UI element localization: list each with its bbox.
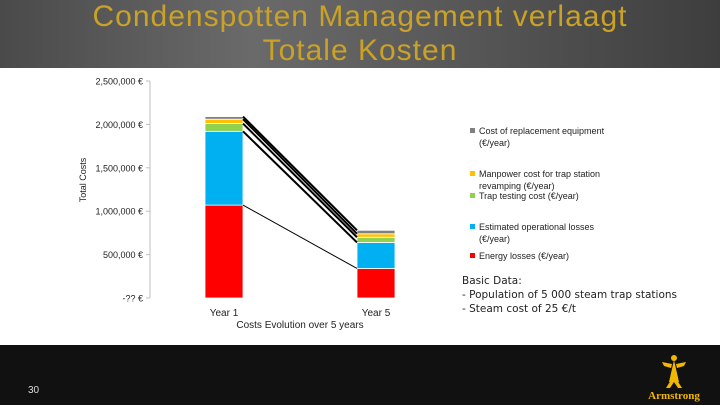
legend-label: Cost of replacement equipment (€/year) bbox=[479, 126, 605, 148]
x-axis-title: Costs Evolution over 5 years bbox=[236, 320, 363, 331]
y-tick-label: 2,000,000 € bbox=[95, 120, 143, 130]
legend-label: Energy losses (€/year) bbox=[479, 251, 569, 261]
legend-swatch bbox=[470, 171, 475, 176]
bar-segment bbox=[204, 204, 244, 299]
basic-data-heading: Basic Data: bbox=[462, 275, 522, 287]
bar-segment bbox=[204, 116, 244, 120]
legend-swatch bbox=[470, 193, 475, 198]
title-banner bbox=[0, 0, 720, 68]
y-tick-label: 500,000 € bbox=[103, 250, 143, 260]
legend-label: Estimated operational losses (€/year) bbox=[479, 222, 595, 244]
x-category-label: Year 5 bbox=[362, 308, 391, 319]
slide-title-line-1: Condenspotten Management verlaagt bbox=[92, 0, 628, 33]
series-connector-line bbox=[242, 130, 358, 244]
y-tick-label: 1,500,000 € bbox=[95, 163, 143, 173]
bar-segment bbox=[356, 236, 396, 243]
series-connector-line bbox=[242, 118, 358, 235]
legend-swatch bbox=[470, 128, 475, 133]
slide-title: Condenspotten Management verlaagt Totale… bbox=[0, 0, 720, 68]
slide-title-line-2: Totale Kosten bbox=[262, 34, 458, 67]
x-category-label: Year 1 bbox=[210, 308, 239, 319]
series-connector-line bbox=[242, 204, 358, 269]
basic-data-note: Basic Data: - Population of 5 000 steam … bbox=[462, 274, 712, 316]
bar-segment bbox=[204, 123, 244, 132]
y-tick-label: 1,000,000 € bbox=[95, 207, 143, 217]
legend-label: Manpower cost for trap station revamping … bbox=[479, 169, 600, 191]
bar-segment bbox=[356, 233, 396, 238]
armstrong-logo: Armstrong bbox=[648, 355, 700, 402]
svg-text:Armstrong: Armstrong bbox=[648, 390, 700, 402]
legend-swatch bbox=[470, 253, 475, 258]
series-connector-line bbox=[242, 115, 358, 232]
bar-segment bbox=[356, 242, 396, 269]
y-axis-title: Total Costs bbox=[78, 157, 88, 202]
footer-bar bbox=[0, 345, 720, 405]
series-connector-line bbox=[242, 122, 358, 238]
y-tick-label: 2,500,000 € bbox=[95, 77, 143, 87]
y-tick-label: -?? € bbox=[122, 294, 143, 304]
bar-segment bbox=[356, 268, 396, 299]
bar-segment bbox=[356, 229, 396, 235]
basic-data-line: - Population of 5 000 steam trap station… bbox=[462, 289, 678, 301]
cost-chart: -?? € 500,000 € 1,000,000 € 1,500,000 € 2,00… bbox=[78, 77, 605, 332]
legend-label: Trap testing cost (€/year) bbox=[479, 191, 579, 201]
basic-data-line: - Steam cost of 25 €/t bbox=[462, 303, 576, 315]
bar-segment bbox=[204, 118, 244, 124]
legend-swatch bbox=[470, 224, 475, 229]
page-number: 30 bbox=[28, 385, 40, 396]
bar-segment bbox=[204, 130, 244, 206]
